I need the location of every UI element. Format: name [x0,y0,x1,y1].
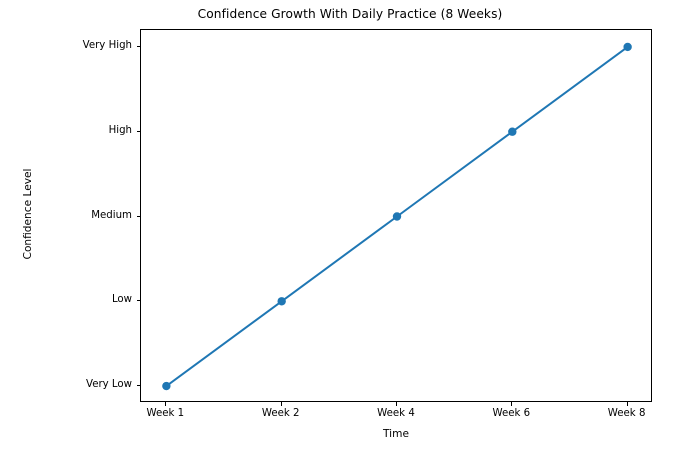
chart-title: Confidence Growth With Daily Practice (8… [197,7,503,21]
data-point-marker [277,297,286,306]
x-tick-mark-week-1 [165,402,167,406]
y-tick-mark-very-high [136,45,140,47]
data-point-marker [392,212,402,221]
series-markers-group [162,42,632,391]
data-point-marker [623,42,632,52]
y-axis-label: Confidence Level [22,168,34,260]
y-tick-mark-low [136,300,140,302]
x-tick-label-week-2: Week 2 [261,408,300,419]
x-tick-mark-week-2 [280,402,282,406]
x-tick-label-week-1: Week 1 [146,408,185,419]
y-tick-mark-medium [136,215,140,217]
y-tick-mark-very-low [136,385,140,387]
y-tick-label-very-high: Very High [82,39,132,51]
x-tick-label-week-4: Week 4 [377,408,415,419]
y-tick-label-low: Low [111,294,132,306]
y-tick-label-high: High [108,124,132,136]
y-tick-label-very-low: Very Low [86,379,132,391]
data-series-svg [162,42,632,391]
plot-area [140,29,652,402]
x-tick-mark-week-6 [511,402,513,406]
x-tick-mark-week-8 [626,402,628,406]
y-tick-mark-high [136,130,140,132]
data-point-marker [162,381,171,391]
x-tick-label-week-6: Week 6 [492,408,531,419]
x-tick-label-week-8: Week 8 [607,408,646,419]
data-point-marker [508,127,517,136]
y-tick-label-medium: Medium [91,209,132,221]
x-tick-mark-week-4 [396,402,398,406]
x-axis-label: Time [383,428,409,440]
